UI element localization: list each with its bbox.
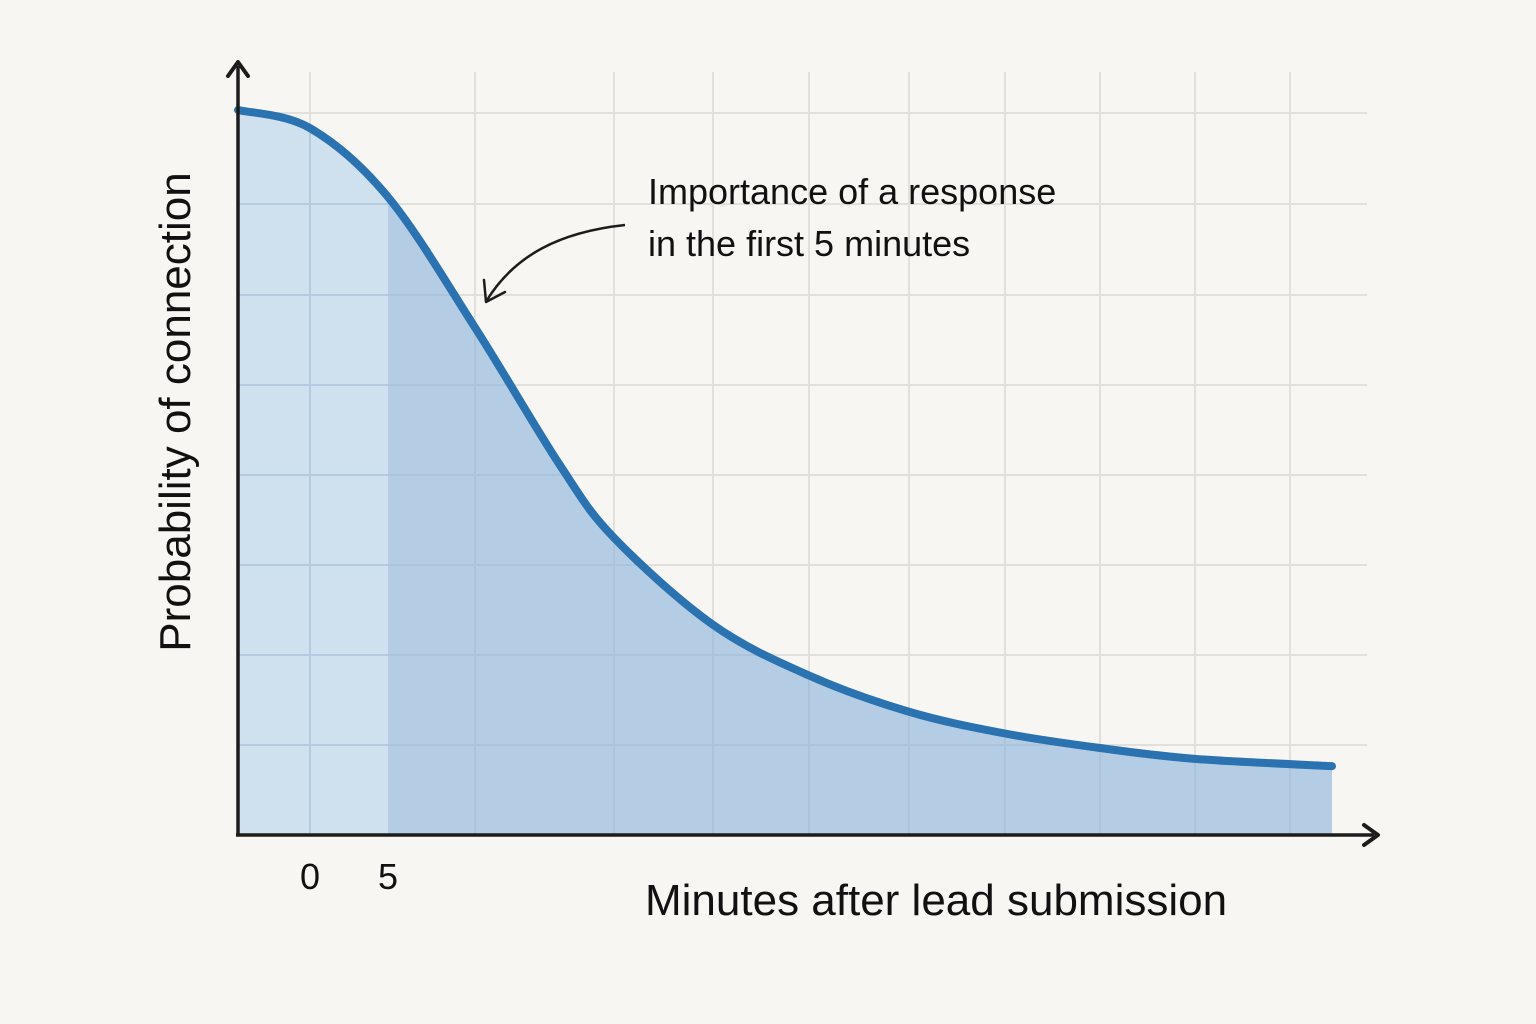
probability-curve: [234, 106, 1336, 771]
y-axis-label: Probability of connection: [151, 172, 200, 652]
highlight-band-first-5-min: [238, 110, 388, 835]
annotation-line-2: in the first 5 minutes: [648, 223, 971, 264]
x-axis-label: Minutes after lead submission: [645, 876, 1228, 925]
annotation-text: Importance of a response in the first 5 …: [648, 166, 1056, 270]
x-tick-label-5: 5: [377, 856, 399, 897]
y-axis-arrow-icon: [226, 60, 250, 78]
annotation-line-1: Importance of a response: [648, 171, 1057, 212]
axes: [226, 60, 1380, 847]
annotation-arrow-icon: [485, 223, 626, 301]
x-axis-arrow-icon: [1362, 823, 1380, 847]
area-fill: [238, 110, 1332, 835]
annotation-arrowhead-icon: [482, 278, 507, 304]
x-tick-label-0: 0: [299, 856, 321, 897]
